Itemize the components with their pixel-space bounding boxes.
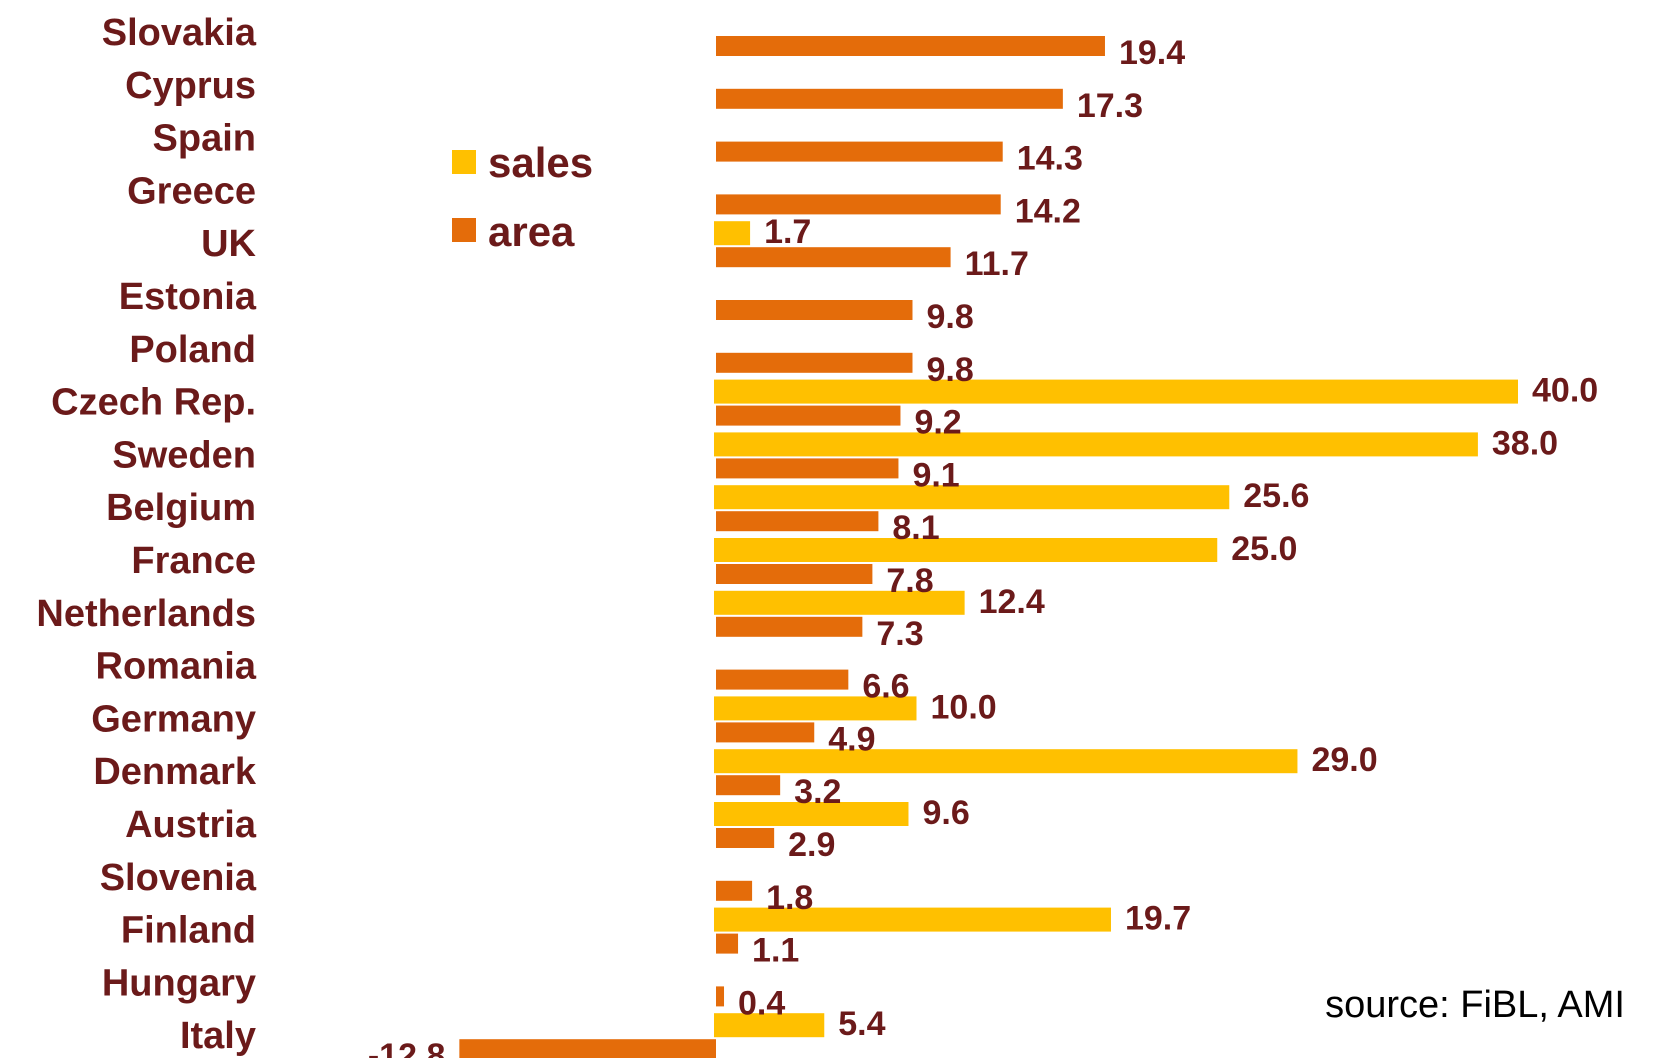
category-label-finland: Finland [121,910,256,952]
value-label-area-germany: 4.9 [828,720,875,758]
bar-area-spain [716,141,1003,162]
category-label-romania: Romania [96,646,257,688]
bar-sales-italy [714,1013,825,1038]
value-label-area-italy: -12.8 [368,1037,446,1058]
bar-area-poland [716,352,913,373]
value-label-area-greece: 14.2 [1015,192,1081,230]
bar-sales-uk [714,221,751,246]
bar-area-france [716,564,873,584]
category-label-austria: Austria [125,804,257,846]
source-annotation: source: FiBL, AMI [1325,984,1625,1026]
value-label-sales-austria: 9.6 [922,794,969,832]
bar-area-greece [716,194,1001,215]
category-label-france: France [131,540,256,582]
value-label-area-estonia: 9.8 [926,298,973,336]
value-label-area-belgium: 8.1 [892,509,939,547]
bar-area-slovakia [716,36,1105,56]
category-label-denmark: Denmark [93,751,256,793]
category-label-slovakia: Slovakia [102,12,257,54]
value-label-sales-netherlands: 12.4 [979,583,1045,621]
category-label-czech-rep: Czech Rep. [51,382,256,424]
category-label-slovenia: Slovenia [100,857,257,899]
category-label-belgium: Belgium [106,487,256,529]
bar-sales-finland [714,907,1111,932]
value-label-area-sweden: 9.1 [912,456,959,494]
value-label-area-czech-rep: 9.2 [914,404,961,442]
value-label-sales-czech-rep: 40.0 [1532,372,1598,410]
bar-area-sweden [716,458,899,479]
category-label-hungary: Hungary [102,962,256,1004]
legend: sales area [452,139,593,255]
bar-sales-austria [714,802,909,826]
bar-sales-netherlands [714,590,965,615]
value-label-area-hungary: 0.4 [738,984,785,1022]
bar-area-italy [459,1039,716,1058]
value-label-area-finland: 1.1 [752,932,799,970]
bar-area-czech-rep [716,405,901,426]
bar-area-belgium [716,511,879,532]
legend-swatch-area [452,218,476,242]
value-label-sales-belgium: 25.6 [1243,477,1309,515]
legend-label-sales: sales [488,139,593,186]
bar-area-denmark [716,775,781,796]
value-label-sales-france: 25.0 [1231,530,1297,568]
value-label-area-spain: 14.3 [1017,140,1083,178]
legend-swatch-sales [452,150,476,174]
category-label-spain: Spain [153,118,256,160]
bar-sales-denmark [714,749,1298,774]
value-label-area-france: 7.8 [886,562,933,600]
bar-area-slovenia [716,880,753,901]
value-label-sales-uk: 1.7 [764,213,811,251]
bar-sales-czech-rep [714,379,1518,404]
value-label-sales-sweden: 38.0 [1492,424,1558,462]
value-label-area-slovakia: 19.4 [1119,34,1185,72]
bar-area-germany [716,722,815,743]
category-label-uk: UK [201,223,256,265]
category-label-poland: Poland [129,329,256,371]
value-label-sales-germany: 10.0 [931,688,997,726]
value-label-area-netherlands: 7.3 [876,615,923,653]
bar-area-hungary [716,986,725,1007]
category-label-estonia: Estonia [119,276,257,318]
bar-sales-sweden [714,432,1478,457]
bar-area-netherlands [716,616,863,637]
bar-area-finland [716,933,739,954]
category-label-cyprus: Cyprus [125,65,256,107]
bar-sales-germany [714,696,917,721]
value-label-sales-finland: 19.7 [1125,900,1191,938]
value-label-area-uk: 11.7 [965,245,1029,283]
legend-label-area: area [488,208,575,255]
bar-area-uk [716,247,951,268]
value-label-area-denmark: 3.2 [794,773,841,811]
bars [459,36,1518,1058]
category-label-greece: Greece [127,170,256,212]
bar-sales-france [714,538,1218,562]
category-label-germany: Germany [91,698,256,740]
category-label-italy: Italy [180,1015,256,1057]
value-label-area-poland: 9.8 [926,351,973,389]
value-label-area-romania: 6.6 [862,668,909,706]
bar-sales-belgium [714,485,1230,510]
bar-area-cyprus [716,88,1063,109]
category-label-netherlands: Netherlands [36,593,256,635]
value-label-sales-italy: 5.4 [838,1005,885,1043]
category-labels: Slovakia Cyprus Spain Greece UK Estonia Poland… [36,12,256,1057]
bar-area-austria [716,828,775,848]
value-labels: 19.4 17.3 14.3 14.2 11.7 1.7 9.8 9.8 9.2 40.0 9.1 3… [368,34,1598,1058]
value-label-area-austria: 2.9 [788,826,835,864]
bar-area-estonia [716,300,913,320]
value-label-area-slovenia: 1.8 [766,879,813,917]
category-label-sweden: Sweden [112,434,256,476]
value-label-area-cyprus: 17.3 [1077,87,1143,125]
bar-area-romania [716,669,849,690]
value-label-sales-denmark: 29.0 [1311,741,1377,779]
